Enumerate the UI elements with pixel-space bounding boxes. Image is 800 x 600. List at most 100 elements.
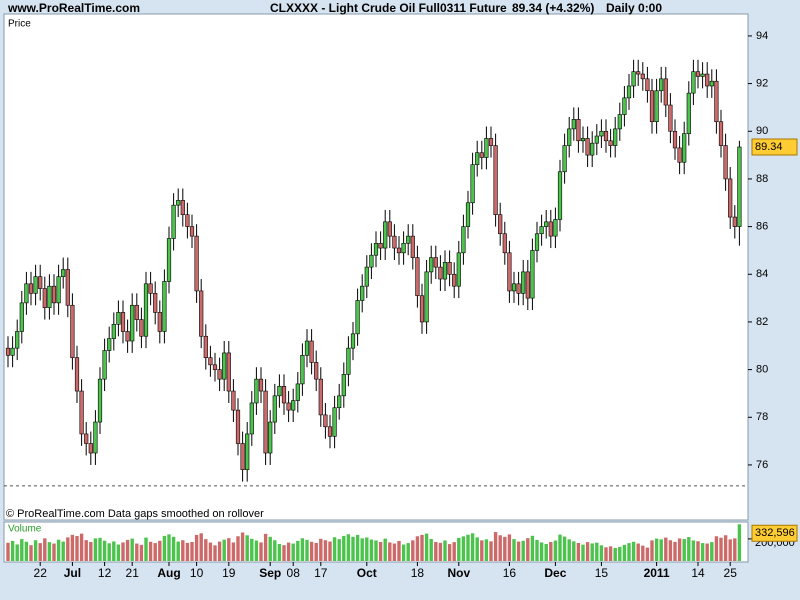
candle-body — [677, 147, 682, 163]
volume-bar — [443, 540, 447, 561]
candle-body — [323, 414, 328, 428]
candle-body — [281, 385, 287, 404]
candle-body — [442, 262, 448, 280]
candle-body — [263, 390, 268, 454]
volume-bar — [314, 542, 318, 561]
candle-body — [378, 242, 383, 249]
candle-body — [116, 312, 121, 325]
candle-body — [718, 121, 724, 146]
candle-body — [392, 235, 397, 249]
volume-bar — [171, 536, 176, 561]
candle-body — [107, 338, 112, 351]
volume-bar — [342, 535, 346, 561]
volume-bar — [268, 536, 272, 561]
candle-body — [723, 145, 728, 180]
volume-bar — [217, 541, 222, 561]
volume-bar — [181, 540, 185, 561]
volume-bar — [167, 534, 171, 561]
volume-bar — [613, 547, 617, 561]
y-tick-label: 82 — [756, 316, 768, 328]
volume-bar — [687, 537, 691, 561]
volume-bar — [636, 543, 640, 561]
candle-body — [185, 214, 190, 227]
candle-body — [419, 295, 425, 323]
x-tick-label: 19 — [222, 566, 236, 580]
candle-body — [553, 219, 558, 237]
candle-body — [686, 92, 691, 134]
volume-bar — [20, 539, 24, 561]
volume-bar — [309, 541, 314, 561]
volume-bar — [622, 544, 627, 561]
volume-bar — [291, 543, 295, 561]
candle-body — [332, 407, 337, 437]
candle-body — [341, 374, 346, 397]
volume-bar — [15, 544, 19, 561]
candle-body — [649, 90, 655, 123]
volume-bar — [323, 540, 328, 561]
candle-body — [309, 340, 314, 363]
candle-body — [640, 73, 645, 80]
volume-bar — [599, 545, 604, 561]
candle-body — [695, 71, 701, 77]
candle-body — [226, 352, 231, 392]
volume-bar — [61, 541, 65, 561]
candle-body — [438, 266, 443, 280]
candle-body — [327, 426, 333, 437]
candle-body — [42, 288, 47, 308]
x-tick-label: 16 — [503, 566, 517, 580]
candle-body — [488, 138, 494, 146]
candle-body — [337, 395, 342, 409]
volume-bar — [461, 536, 466, 561]
candle-body — [272, 395, 277, 423]
volume-bar — [723, 535, 728, 561]
candle-body — [396, 247, 402, 254]
volume-bar — [185, 542, 190, 561]
y-tick-label: 84 — [756, 268, 768, 280]
candle-body — [714, 80, 719, 123]
volume-bar — [144, 537, 148, 561]
volume-bar — [388, 542, 392, 561]
candle-body — [663, 78, 668, 106]
candle-body — [258, 378, 264, 392]
volume-bar — [604, 547, 608, 561]
volume-bar — [700, 543, 705, 561]
volume-bar — [737, 524, 742, 561]
candle-body — [97, 378, 103, 423]
candle-body — [406, 235, 411, 244]
footnote: © ProRealTime.com Data gaps smoothed on … — [6, 508, 264, 520]
volume-bar — [544, 543, 548, 561]
x-tick-label: Jul — [64, 566, 81, 580]
quote: 89.34 (+4.32%) — [512, 1, 594, 15]
candle-body — [162, 281, 167, 332]
candle-body — [530, 250, 535, 299]
volume-bar — [6, 542, 10, 561]
candle-body — [33, 276, 38, 294]
volume-bar — [222, 539, 226, 561]
volume-bar — [319, 538, 323, 561]
volume-bar — [530, 535, 535, 561]
candle-body — [176, 200, 181, 206]
candle-body — [603, 130, 609, 142]
candle-body — [415, 257, 420, 297]
volume-bar — [452, 542, 456, 561]
volume-bar — [498, 535, 502, 561]
volume-bar — [411, 540, 415, 561]
candle-body — [567, 128, 572, 146]
candle-body — [659, 78, 664, 92]
candle-body — [208, 357, 213, 366]
volume-bar — [176, 541, 180, 561]
candle-body — [544, 221, 549, 227]
candle-body — [139, 319, 144, 337]
volume-bar — [148, 541, 153, 561]
volume-bar — [158, 540, 162, 561]
candle-body — [484, 138, 489, 158]
volume-bar — [29, 545, 33, 561]
x-tick-label: 17 — [314, 566, 328, 580]
last-volume-box — [751, 524, 798, 542]
volume-bar — [503, 536, 507, 561]
candle-body — [5, 347, 11, 356]
period: Daily 0:00 — [606, 1, 662, 15]
candle-body — [318, 378, 323, 416]
candle-body — [212, 364, 218, 370]
